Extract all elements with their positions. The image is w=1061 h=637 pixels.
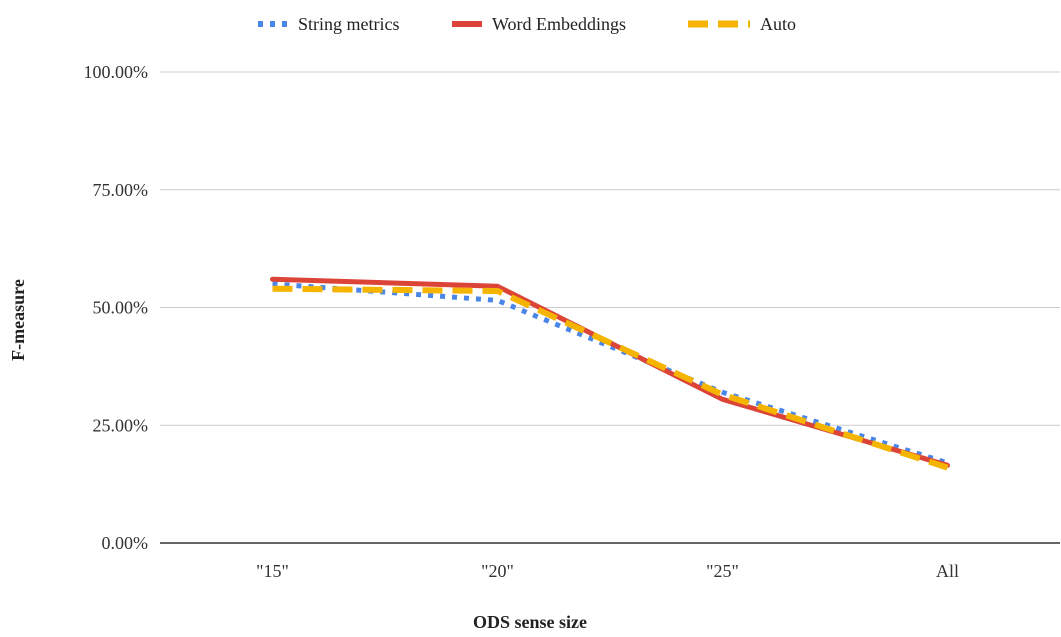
y-tick-label: 0.00% — [102, 533, 149, 553]
legend-label-string-metrics: String metrics — [298, 14, 400, 34]
y-tick-label: 75.00% — [93, 180, 149, 200]
series-lines — [270, 276, 950, 471]
x-axis-ticks: "15" "20" "25" All — [256, 561, 959, 581]
legend-label-word-embeddings: Word Embeddings — [492, 14, 626, 34]
legend-label-auto: Auto — [760, 14, 796, 34]
x-tick-label: "15" — [256, 561, 289, 581]
series-line-auto — [272, 285, 949, 471]
y-tick-label: 25.00% — [93, 415, 149, 435]
x-tick-label: "25" — [706, 561, 739, 581]
y-axis-title: F-measure — [8, 279, 28, 361]
x-tick-label: All — [936, 561, 959, 581]
y-axis-ticks: 0.00% 25.00% 50.00% 75.00% 100.00% — [84, 62, 149, 553]
legend-item-auto[interactable]: Auto — [688, 14, 796, 34]
series-line-string-metrics — [272, 281, 949, 466]
x-axis-title: ODS sense size — [473, 612, 587, 632]
x-tick-label: "20" — [481, 561, 514, 581]
y-tick-label: 100.00% — [84, 62, 149, 82]
legend-item-word-embeddings[interactable]: Word Embeddings — [452, 14, 626, 34]
y-tick-label: 50.00% — [93, 298, 149, 318]
legend: String metrics Word Embeddings Auto — [258, 14, 796, 34]
legend-item-string-metrics[interactable]: String metrics — [258, 14, 400, 34]
gridlines — [160, 71, 1060, 544]
